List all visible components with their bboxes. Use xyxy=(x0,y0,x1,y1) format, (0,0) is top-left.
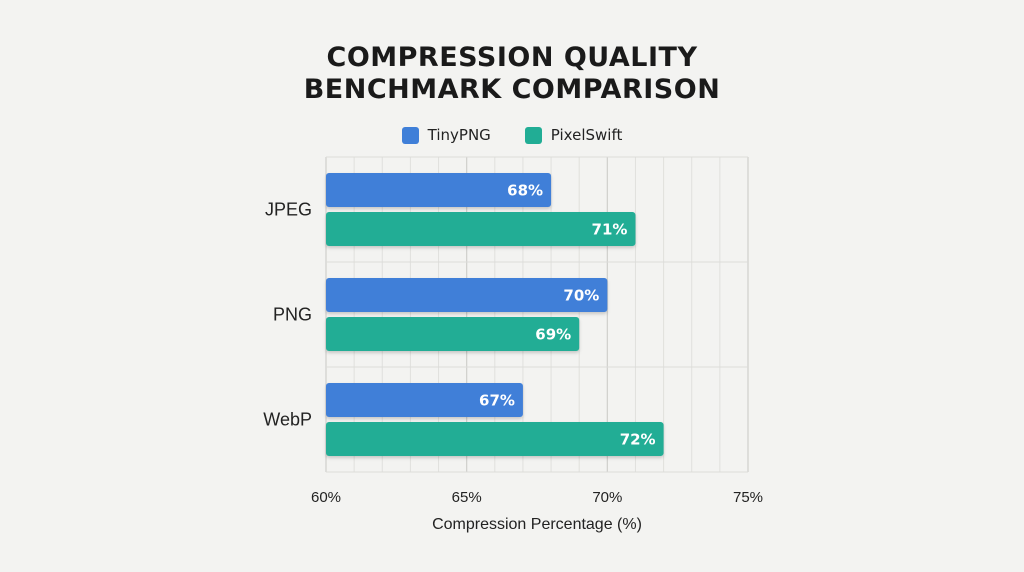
legend-item-pixelswift: PixelSwift xyxy=(524,126,623,144)
bar-label-pixelswift-webp: 72% xyxy=(620,431,656,449)
legend-label-pixelswift: PixelSwift xyxy=(550,126,623,144)
category-label-webp: WebP xyxy=(263,410,312,430)
bar-tinypng-jpeg xyxy=(326,173,552,207)
legend-swatch-pixelswift xyxy=(524,126,542,144)
x-tick-label: 60% xyxy=(311,489,341,506)
bar-pixelswift-webp xyxy=(326,422,664,456)
bar-tinypng-webp xyxy=(326,383,523,417)
chart-legend: TinyPNG PixelSwift xyxy=(0,126,1024,144)
x-axis-title: Compression Percentage (%) xyxy=(432,516,642,533)
chart-title-line-2: BENCHMARK COMPARISON xyxy=(303,74,721,105)
chart-title-line-1: COMPRESSION QUALITY xyxy=(326,42,698,73)
bar-pixelswift-png xyxy=(326,317,580,351)
bar-tinypng-png xyxy=(326,278,608,312)
category-label-png: PNG xyxy=(273,305,312,325)
bar-label-tinypng-png: 70% xyxy=(563,287,599,305)
legend-item-tinypng: TinyPNG xyxy=(401,126,491,144)
legend-label-tinypng: TinyPNG xyxy=(427,126,491,144)
bars: 68% 71% 70% 69% 67% 72% xyxy=(326,173,664,456)
x-tick-label: 75% xyxy=(733,489,763,506)
legend-swatch-tinypng xyxy=(401,126,419,144)
grid-lines xyxy=(325,156,749,473)
bar-label-pixelswift-png: 69% xyxy=(535,326,571,344)
category-labels: JPEG PNG WebP xyxy=(263,200,312,430)
bar-label-tinypng-webp: 67% xyxy=(479,392,515,410)
x-tick-labels: 60% 65% 70% 75% xyxy=(311,489,763,506)
x-tick-label: 70% xyxy=(592,489,622,506)
bar-label-tinypng-jpeg: 68% xyxy=(507,182,543,200)
category-label-jpeg: JPEG xyxy=(265,200,312,220)
bar-label-pixelswift-jpeg: 71% xyxy=(592,221,628,239)
bar-pixelswift-jpeg xyxy=(326,212,636,246)
x-tick-label: 65% xyxy=(452,489,482,506)
